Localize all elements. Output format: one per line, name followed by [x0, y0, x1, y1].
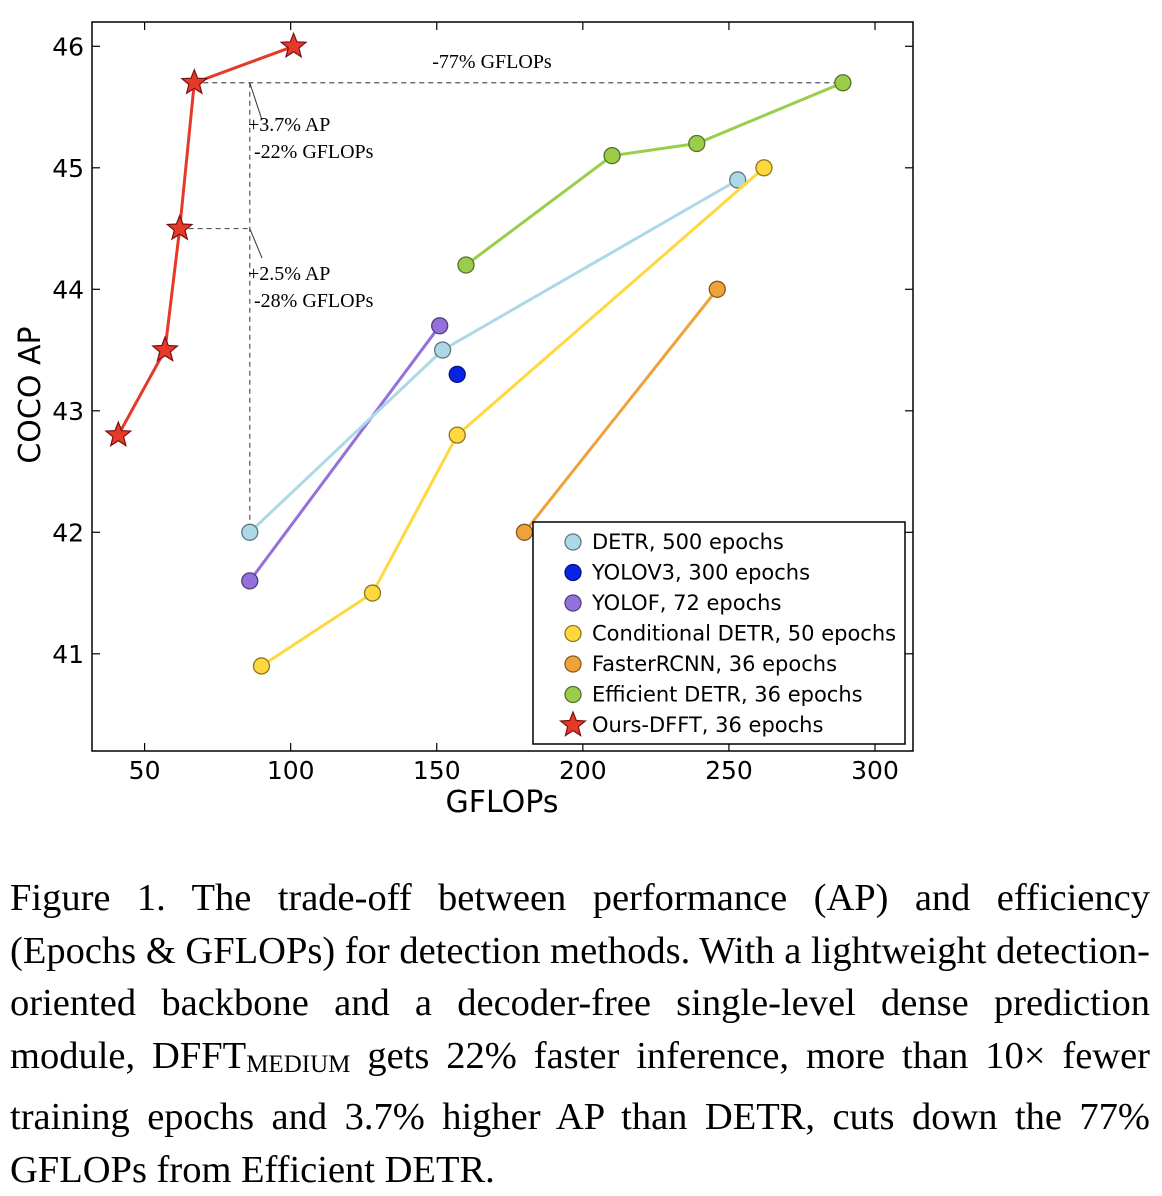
data-point-star — [151, 335, 179, 362]
legend-marker — [564, 533, 582, 551]
series-detr-500-epochs — [241, 171, 747, 541]
series-yolof-72-epochs — [241, 317, 449, 590]
caption-model: DFFT — [152, 1034, 247, 1077]
series-layer — [104, 31, 852, 675]
series-fasterrcnn-36-epochs — [515, 280, 726, 541]
data-point — [834, 74, 852, 92]
series-line — [465, 81, 844, 267]
data-point-star — [180, 68, 209, 95]
data-point — [457, 256, 475, 274]
x-axis-label: GFLOPs — [446, 785, 559, 820]
data-point — [603, 146, 621, 165]
x-tick-label: 200 — [559, 756, 607, 785]
figure-caption: Figure 1. The trade-off between performa… — [10, 872, 1150, 1196]
series-line — [248, 324, 441, 582]
x-tick-label: 150 — [413, 756, 461, 785]
legend-label: YOLOF, 72 epochs — [591, 591, 781, 615]
y-tick-label: 45 — [52, 154, 84, 183]
caption-tail: gets 22% faster inference, more than 10×… — [10, 1034, 1150, 1191]
data-point — [431, 317, 449, 335]
legend-label: DETR, 500 epochs — [592, 530, 784, 554]
data-point — [755, 159, 773, 177]
y-tick-label: 42 — [52, 518, 84, 547]
legend-label: YOLOV3, 300 epochs — [591, 561, 810, 585]
chart: 50 100 150 200 250 300 41 42 43 44 45 46 -77% GFLOP… — [13, 21, 914, 820]
data-point — [448, 365, 466, 384]
data-point — [433, 341, 452, 359]
x-tick-label: 50 — [129, 756, 161, 785]
x-tick-label: 250 — [705, 756, 753, 785]
legend-marker — [564, 685, 582, 704]
leader-gain2 — [249, 228, 263, 259]
data-point — [241, 523, 259, 541]
data-point — [241, 572, 259, 590]
x-tick-label: 300 — [851, 756, 899, 785]
plot-frame — [91, 21, 914, 752]
series-line — [260, 166, 765, 668]
legend-label: Conditional DETR, 50 epochs — [592, 622, 896, 646]
data-point-star — [104, 420, 133, 447]
caption-model-subscript: MEDIUM — [246, 1050, 351, 1078]
caption-lead: Figure 1. The trade-off between performa… — [10, 877, 1150, 1077]
annotation-gain1-gflops: -22% GFLOPs — [254, 141, 374, 163]
comparison-guides — [179, 82, 843, 533]
legend-marker — [564, 594, 582, 612]
series-line — [523, 288, 719, 534]
legend-label: Ours-DFFT, 36 epochs — [592, 713, 823, 737]
series-line — [116, 44, 295, 436]
y-tick-label: 44 — [52, 275, 84, 304]
axis-ticks: 50 100 150 200 250 300 41 42 43 44 45 46 — [52, 22, 913, 785]
legend-label: FasterRCNN, 36 epochs — [592, 652, 837, 676]
series-yolov3-300-epochs — [448, 365, 466, 384]
legend-label: Efficient DETR, 36 epochs — [592, 683, 863, 707]
annotation-gain2-ap: +2.5% AP — [248, 263, 330, 285]
y-tick-label: 46 — [52, 32, 84, 61]
data-point-star — [165, 213, 194, 241]
series-efficient-detr-36-epochs — [457, 74, 852, 274]
data-point — [252, 657, 271, 675]
x-tick-label: 100 — [267, 756, 315, 785]
data-point — [688, 134, 706, 153]
annotation-top-arrow: -77% GFLOPs — [432, 51, 552, 73]
legend-marker — [564, 624, 582, 643]
legend-marker — [564, 655, 582, 673]
annotation-gain2-gflops: -28% GFLOPs — [254, 290, 374, 312]
series-conditional-detr-50-epochs — [252, 159, 773, 675]
legend-box — [532, 521, 906, 745]
y-tick-label: 43 — [52, 397, 84, 426]
data-point — [363, 584, 382, 602]
data-point — [729, 171, 747, 189]
data-point-star — [279, 31, 308, 59]
legend-marker-star — [559, 710, 587, 737]
data-point — [708, 280, 726, 298]
leader-gain1 — [249, 82, 263, 121]
y-tick-label: 41 — [52, 640, 84, 669]
legend: DETR, 500 epochs YOLOV3, 300 epochs YOLOF,… — [532, 521, 906, 745]
data-point — [515, 523, 534, 541]
annotation-gain1-ap: +3.7% AP — [248, 114, 330, 136]
y-axis-label: COCO AP — [13, 326, 48, 463]
legend-marker — [564, 563, 582, 582]
series-ours-dfft-36-epochs — [104, 31, 308, 447]
data-point — [448, 426, 466, 444]
